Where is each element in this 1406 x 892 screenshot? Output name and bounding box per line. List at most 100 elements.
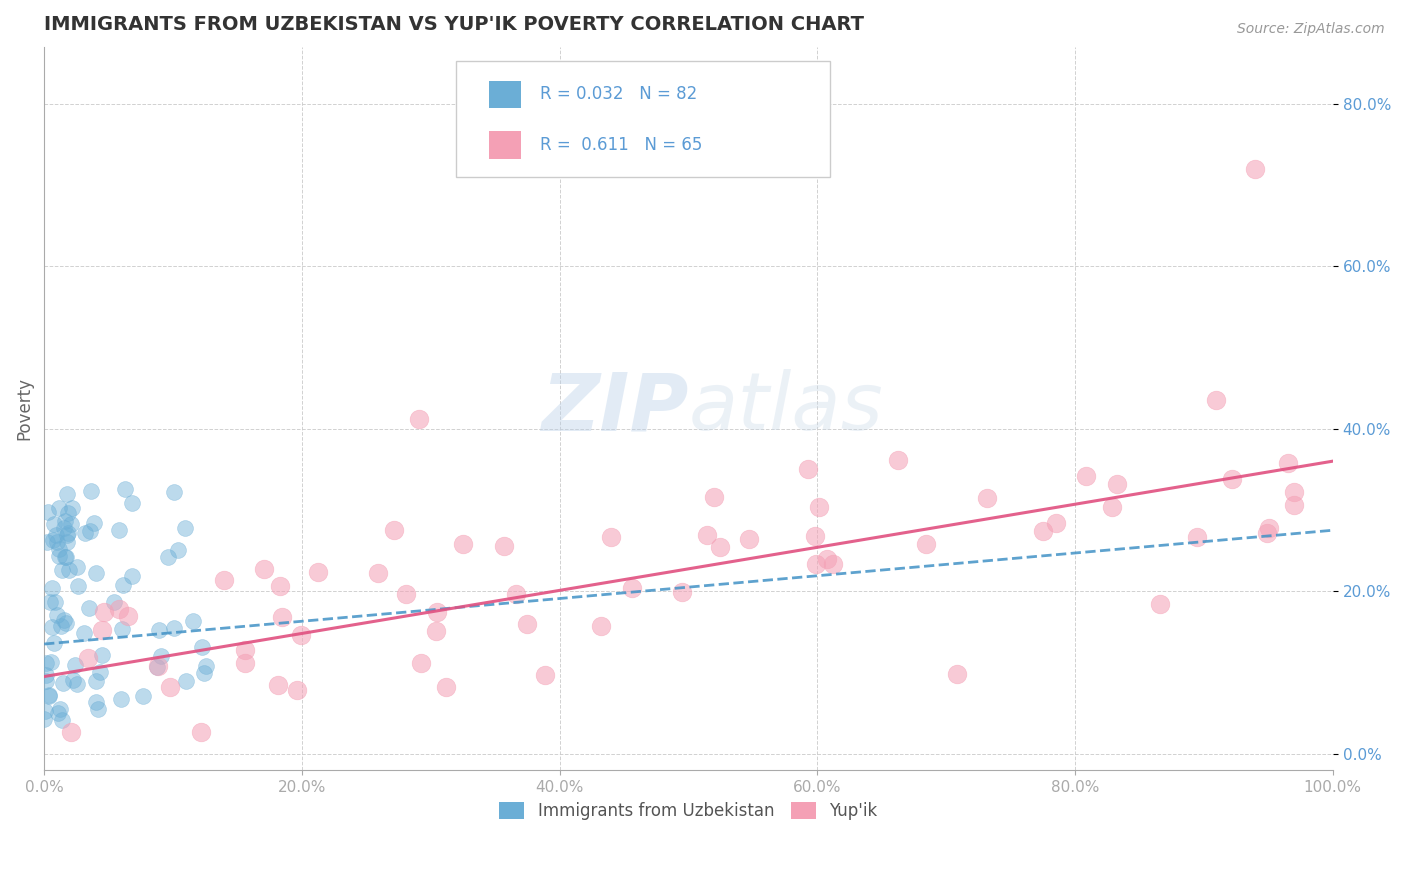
Point: [285, 683, 308, 698]
Point: [60, 500, 83, 515]
Point: [149, 648, 172, 663]
Point: [83, 516, 105, 530]
Point: [132, 690, 155, 704]
Y-axis label: Poverty: Poverty: [15, 376, 32, 440]
Point: [75, 526, 97, 541]
Point: [46, 706, 69, 721]
Point: [80, 484, 103, 499]
Point: [108, 523, 131, 537]
Point: [56, 487, 79, 501]
Point: [804, 557, 827, 571]
Point: [1256, 526, 1278, 541]
Point: [534, 668, 557, 682]
Point: [307, 566, 329, 580]
Point: [77, 601, 100, 615]
Point: [34, 668, 56, 682]
FancyBboxPatch shape: [457, 62, 830, 177]
Point: [52, 675, 75, 690]
Point: [121, 496, 143, 510]
Point: [453, 537, 475, 551]
Point: [56, 506, 79, 520]
Point: [65, 658, 87, 673]
Point: [703, 490, 725, 504]
Point: [55, 616, 77, 631]
Point: [181, 614, 204, 628]
Point: [193, 665, 215, 680]
Point: [35, 656, 58, 670]
Point: [38, 595, 60, 609]
Point: [709, 540, 731, 554]
Point: [48, 549, 70, 564]
Point: [112, 577, 135, 591]
Point: [108, 602, 131, 616]
Point: [49, 619, 72, 633]
Point: [671, 585, 693, 599]
Point: [434, 681, 457, 695]
Point: [976, 491, 998, 505]
Point: [426, 605, 449, 619]
Point: [271, 609, 294, 624]
Point: [62, 673, 84, 687]
Point: [887, 453, 910, 467]
Point: [44, 595, 66, 609]
Point: [90, 648, 112, 662]
Point: [49, 702, 72, 716]
Point: [84, 566, 107, 581]
Text: Source: ZipAtlas.com: Source: ZipAtlas.com: [1237, 22, 1385, 37]
Point: [55, 528, 77, 542]
Point: [1187, 530, 1209, 544]
Point: [93, 605, 115, 619]
Point: [38, 688, 60, 702]
Point: [796, 462, 818, 476]
Point: [821, 557, 844, 571]
Point: [103, 595, 125, 609]
Point: [41, 581, 63, 595]
FancyBboxPatch shape: [489, 80, 520, 108]
Point: [425, 624, 447, 638]
Point: [146, 658, 169, 673]
Point: [945, 666, 967, 681]
Text: R =  0.611   N = 65: R = 0.611 N = 65: [540, 136, 703, 154]
Point: [56, 525, 79, 540]
Point: [620, 581, 643, 595]
Point: [737, 532, 759, 546]
Point: [146, 660, 169, 674]
Point: [59, 725, 82, 739]
Point: [48, 542, 70, 557]
Point: [1205, 393, 1227, 408]
Point: [408, 412, 430, 426]
Point: [56, 534, 79, 549]
Point: [111, 622, 134, 636]
Point: [163, 621, 186, 635]
Point: [114, 482, 136, 496]
Point: [84, 674, 107, 689]
Point: [174, 521, 197, 535]
Point: [42, 533, 65, 548]
Point: [807, 500, 830, 515]
Point: [46, 534, 69, 549]
Point: [53, 521, 76, 535]
Point: [66, 560, 89, 574]
Point: [166, 542, 188, 557]
Point: [600, 530, 623, 544]
Point: [55, 549, 77, 564]
Point: [91, 623, 114, 637]
Point: [41, 620, 63, 634]
Point: [84, 695, 107, 709]
Point: [1074, 468, 1097, 483]
Point: [815, 551, 838, 566]
Point: [803, 529, 825, 543]
Point: [233, 656, 256, 670]
Point: [157, 549, 180, 564]
Point: [409, 656, 432, 670]
Point: [32, 712, 55, 726]
Point: [915, 537, 938, 551]
Point: [46, 607, 69, 622]
Point: [39, 655, 62, 669]
Point: [1149, 598, 1171, 612]
Point: [367, 566, 389, 580]
Point: [1032, 524, 1054, 538]
Point: [1243, 161, 1265, 176]
Point: [117, 608, 139, 623]
Point: [51, 563, 73, 577]
